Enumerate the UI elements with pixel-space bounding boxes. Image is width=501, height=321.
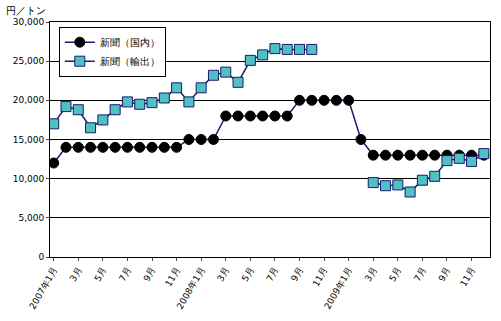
svg-text:11月: 11月 [311, 266, 330, 289]
svg-text:3月: 3月 [215, 266, 231, 284]
svg-text:11月: 11月 [163, 266, 182, 289]
svg-text:5月: 5月 [92, 266, 108, 284]
svg-text:30,000: 30,000 [13, 17, 45, 27]
svg-text:11月: 11月 [458, 266, 477, 289]
svg-text:7月: 7月 [412, 266, 428, 284]
svg-text:7月: 7月 [117, 266, 133, 284]
svg-text:新聞（国内）: 新聞（国内） [100, 37, 160, 48]
svg-text:3月: 3月 [68, 266, 84, 284]
svg-text:5月: 5月 [240, 266, 256, 284]
svg-text:2008年1月: 2008年1月 [175, 266, 207, 311]
svg-text:5月: 5月 [387, 266, 403, 284]
svg-text:25,000: 25,000 [13, 56, 45, 66]
svg-text:円／トン: 円／トン [6, 5, 46, 16]
svg-text:7月: 7月 [265, 266, 281, 284]
svg-text:新聞（輸出）: 新聞（輸出） [100, 56, 160, 67]
svg-text:10,000: 10,000 [13, 174, 45, 184]
svg-text:3月: 3月 [363, 266, 379, 284]
svg-text:20,000: 20,000 [13, 95, 45, 105]
svg-text:9月: 9月 [289, 266, 305, 284]
svg-text:9月: 9月 [142, 266, 158, 284]
svg-text:2009年1月: 2009年1月 [322, 266, 354, 311]
svg-text:15,000: 15,000 [13, 135, 45, 145]
svg-text:5,000: 5,000 [18, 213, 44, 223]
svg-text:0: 0 [38, 252, 44, 262]
svg-text:2007年1月: 2007年1月 [27, 266, 59, 311]
svg-text:9月: 9月 [437, 266, 453, 284]
